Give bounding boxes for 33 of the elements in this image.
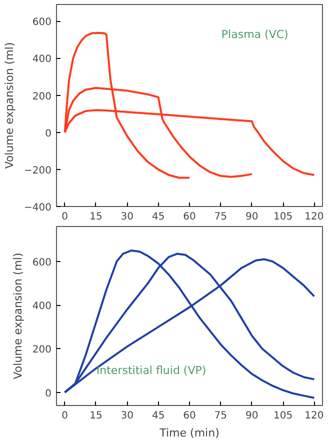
y-tick-label: 400 — [32, 301, 52, 312]
y-tick-label: 200 — [32, 91, 52, 102]
x-tick-label: 75 — [214, 212, 228, 222]
x-tick-label: 0 — [62, 212, 68, 222]
x-tick-label: 105 — [273, 410, 293, 422]
y-axis-title: Volume expansion (ml) — [11, 252, 24, 380]
x-tick-label: 60 — [183, 410, 196, 422]
x-tick-label: 0 — [62, 410, 68, 422]
x-tick-label: 105 — [273, 212, 293, 222]
y-axis-title: Volume expansion (ml) — [3, 42, 16, 169]
x-tick-label: 15 — [90, 410, 102, 422]
x-axis-title: Time (min) — [158, 426, 220, 440]
annotation: Interstitial fluid (VP) — [96, 364, 206, 377]
y-tick-label: −200 — [24, 165, 52, 176]
x-tick-label: 45 — [152, 212, 165, 222]
x-tick-label: 30 — [120, 410, 134, 422]
x-tick-label: 30 — [120, 212, 134, 222]
y-tick-label: 600 — [32, 257, 52, 268]
x-tick-label: 15 — [90, 212, 102, 222]
x-tick-label: 90 — [245, 410, 258, 422]
x-tick-label: 60 — [183, 212, 196, 222]
y-tick-label: 0 — [45, 388, 52, 400]
y-tick-label: 0 — [45, 128, 52, 140]
y-tick-label: 200 — [32, 344, 52, 356]
y-tick-label: 400 — [32, 54, 52, 66]
y-tick-label: −400 — [24, 202, 52, 214]
x-tick-label: 90 — [245, 212, 258, 222]
x-tick-label: 120 — [304, 212, 324, 222]
x-tick-label: 45 — [152, 410, 165, 422]
y-tick-label: 600 — [32, 17, 52, 28]
x-tick-label: 120 — [304, 410, 324, 422]
annotation: Plasma (VC) — [221, 28, 288, 41]
x-tick-label: 75 — [214, 410, 228, 422]
